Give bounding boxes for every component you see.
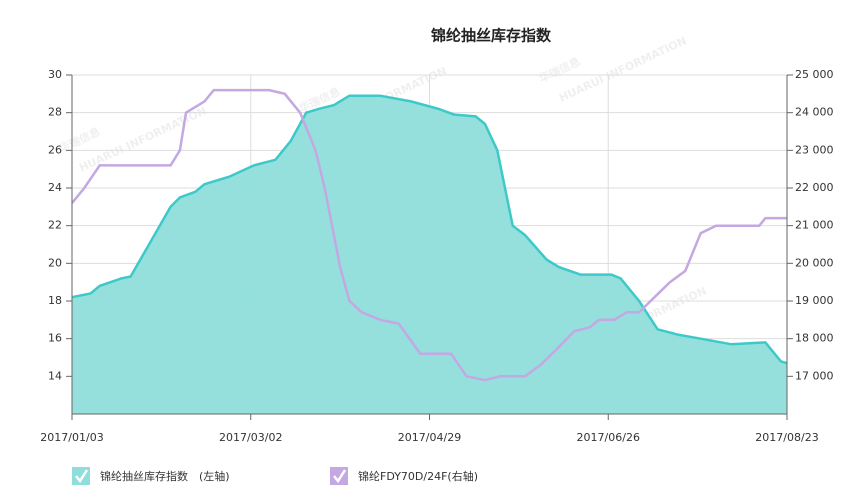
legend-label: 锦纶抽丝库存指数 (左轴)	[100, 469, 230, 483]
x-tick-label: 2017/06/26	[577, 431, 640, 444]
y-tick-label: 28	[48, 106, 62, 119]
y-tick-label: 16	[48, 332, 62, 345]
legend-swatch	[330, 467, 348, 485]
y2-tick-label: 21 000	[795, 219, 834, 232]
legend-swatch	[72, 467, 90, 485]
x-tick-label: 2017/03/02	[219, 431, 282, 444]
y2-tick-label: 23 000	[795, 143, 834, 156]
legend-check	[75, 469, 89, 484]
y2-tick-label: 25 000	[795, 68, 834, 81]
area	[72, 95, 787, 414]
watermark: HUARUI INFORMATION	[557, 34, 688, 105]
y2-tick-label: 22 000	[795, 181, 834, 194]
y-tick-label: 14	[48, 369, 62, 382]
x-tick-label: 2017/01/03	[40, 431, 103, 444]
line	[71, 88, 787, 382]
y-tick-label: 24	[48, 181, 62, 194]
y-tick-label: 20	[48, 256, 62, 269]
y-tick-label: 18	[48, 294, 62, 307]
y-tick-label: 22	[48, 219, 62, 232]
x-tick-label: 2017/08/23	[755, 431, 818, 444]
y-tick-label: 30	[48, 68, 62, 81]
y-tick-label: 26	[48, 143, 62, 156]
legend-item[interactable]: 锦纶FDY70D/24F(右轴)	[330, 467, 478, 485]
axes: 14 16 18 20 22 24 26 28 30 17 000 18 000 19 000 20 0…	[40, 68, 833, 444]
y2-tick-label: 18 000	[795, 332, 834, 345]
plot	[71, 88, 788, 414]
legend: 锦纶抽丝库存指数 (左轴) 锦纶FDY70D/24F(右轴)	[72, 467, 478, 485]
line	[71, 94, 788, 365]
x-tick-label: 2017/04/29	[398, 431, 461, 444]
y2-tick-label: 17 000	[795, 369, 834, 382]
chart-title: 锦纶抽丝库存指数	[431, 27, 552, 45]
legend-check	[333, 469, 347, 484]
watermark: 华瑞信息	[537, 54, 583, 85]
legend-label: 锦纶FDY70D/24F(右轴)	[358, 469, 478, 483]
y2-tick-label: 24 000	[795, 106, 834, 119]
legend-item[interactable]: 锦纶抽丝库存指数 (左轴)	[72, 467, 230, 485]
y2-tick-label: 19 000	[795, 294, 834, 307]
y2-tick-label: 20 000	[795, 256, 834, 269]
